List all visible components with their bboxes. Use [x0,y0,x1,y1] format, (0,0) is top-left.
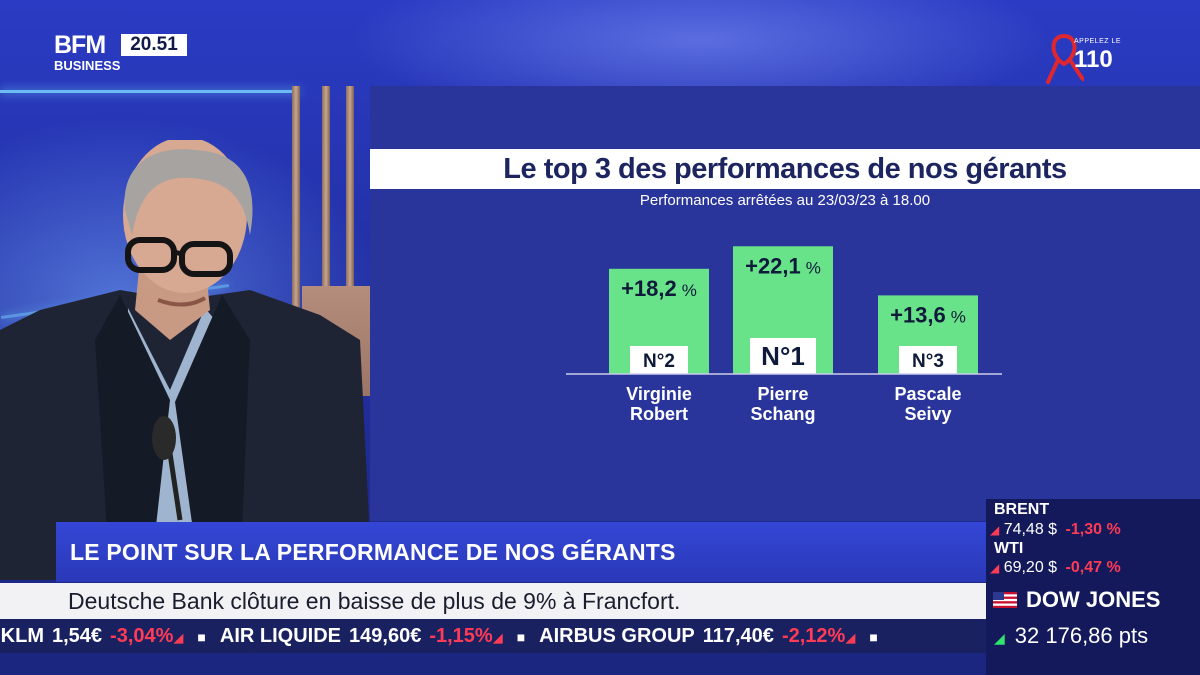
bar-value-label: +13,6% [890,302,966,327]
channel-logo-bottom: BUSINESS [54,58,121,73]
wti-price: 69,20 $ [1003,559,1058,576]
graphic-title: Le top 3 des performances de nos gérants [503,153,1067,185]
ticker-item: -KLM 1,54€ -3,04%◢ ■ [0,619,206,653]
separator-icon: ■ [516,629,526,645]
on-air-clock: 20.51 [121,34,187,56]
title-bar: Le top 3 des performances de nos gérants [370,149,1200,189]
ticker-stock-name: AIRBUS GROUP [539,625,695,647]
ribbon-icon [1046,33,1084,84]
channel-logo-top: BFM [54,31,106,59]
headline-text: LE POINT SUR LA PERFORMANCE DE NOS GÉRAN… [70,539,676,565]
channel-logo: BFM BUSINESS [54,33,120,75]
up-triangle-icon: ◢ [994,630,1005,646]
category-label: Schang [750,404,815,424]
rank-badge [630,346,688,374]
ticker-stock-change: -2,12% [781,625,846,647]
category-label: Pierre [757,384,808,404]
ticker-stock-price: 1,54€ [51,625,103,647]
dow-jones-value: 32 176,86 pts [1014,623,1149,648]
rank-badge [899,346,957,374]
ticker-stock-name: -KLM [0,625,44,647]
category-label: Robert [630,404,688,424]
wti-row: ◢ 69,20 $ -0,47 % [990,559,1121,577]
category-label: Seivy [904,404,951,424]
category-label: Pascale [894,384,961,404]
brent-label: BRENT [994,501,1050,518]
graphic-panel: Le top 3 des performances de nos gérants… [370,86,1200,521]
down-triangle-icon: ◢ [173,630,184,645]
dow-jones-label: DOW JONES [994,587,1160,613]
bar-value-label: +18,2% [621,276,697,301]
separator-icon: ■ [197,629,206,645]
bar-value-label: +22,1% [745,253,821,278]
ticker-stock-change: -1,15% [429,625,493,647]
rank-label: N°2 [643,351,675,372]
wti-change: -0,47 % [1065,559,1121,576]
down-triangle-icon: ◢ [990,523,1000,537]
helpline-logo: APPELEZ LE 110 [1040,30,1140,86]
market-box: BRENT ◢ 74,48 $ -1,30 % WTI ◢ 69,20 $ -0… [986,499,1200,675]
graphic-subtitle: Performances arrêtées au 23/03/23 à 18.0… [639,192,931,209]
down-triangle-icon: ◢ [990,561,1000,575]
news-text: Deutsche Bank clôture en baisse de plus … [68,588,681,614]
down-triangle-icon: ◢ [492,630,503,645]
brent-price: 74,48 $ [1003,521,1058,538]
news-strip: Deutsche Bank clôture en baisse de plus … [0,583,986,619]
rank-badge [750,338,816,374]
down-triangle-icon: ◢ [845,630,856,645]
rank-label: N°1 [761,341,805,371]
separator-icon: ■ [869,629,878,645]
ticker-stock-price: 149,60€ [349,625,422,647]
helpline-caption: APPELEZ LE [1074,38,1122,45]
wti-label: WTI [994,540,1024,557]
ticker-stock-price: 117,40€ [702,625,774,647]
dow-jones-row: ◢ 32 176,86 pts [994,623,1148,649]
category-label: Virginie [626,384,692,404]
headline-banner: LE POINT SUR LA PERFORMANCE DE NOS GÉRAN… [56,522,986,582]
brent-change: -1,30 % [1065,521,1121,538]
dow-jones-name: DOW JONES [1026,587,1161,612]
presenter-photo [0,140,372,580]
ticker-stock-change: -3,04% [110,625,174,647]
rank-label: N°3 [912,351,944,372]
ticker-item: AIRBUS GROUP 117,40€ -2,12%◢ ■ [539,619,878,653]
ticker-item: AIR LIQUIDE 149,60€ -1,15%◢ ■ [220,619,525,653]
helpline-number: 110 [1074,46,1113,73]
brent-row: ◢ 74,48 $ -1,30 % [990,521,1121,539]
ticker-stock-name: AIR LIQUIDE [219,625,342,647]
us-flag-icon [993,592,1017,608]
